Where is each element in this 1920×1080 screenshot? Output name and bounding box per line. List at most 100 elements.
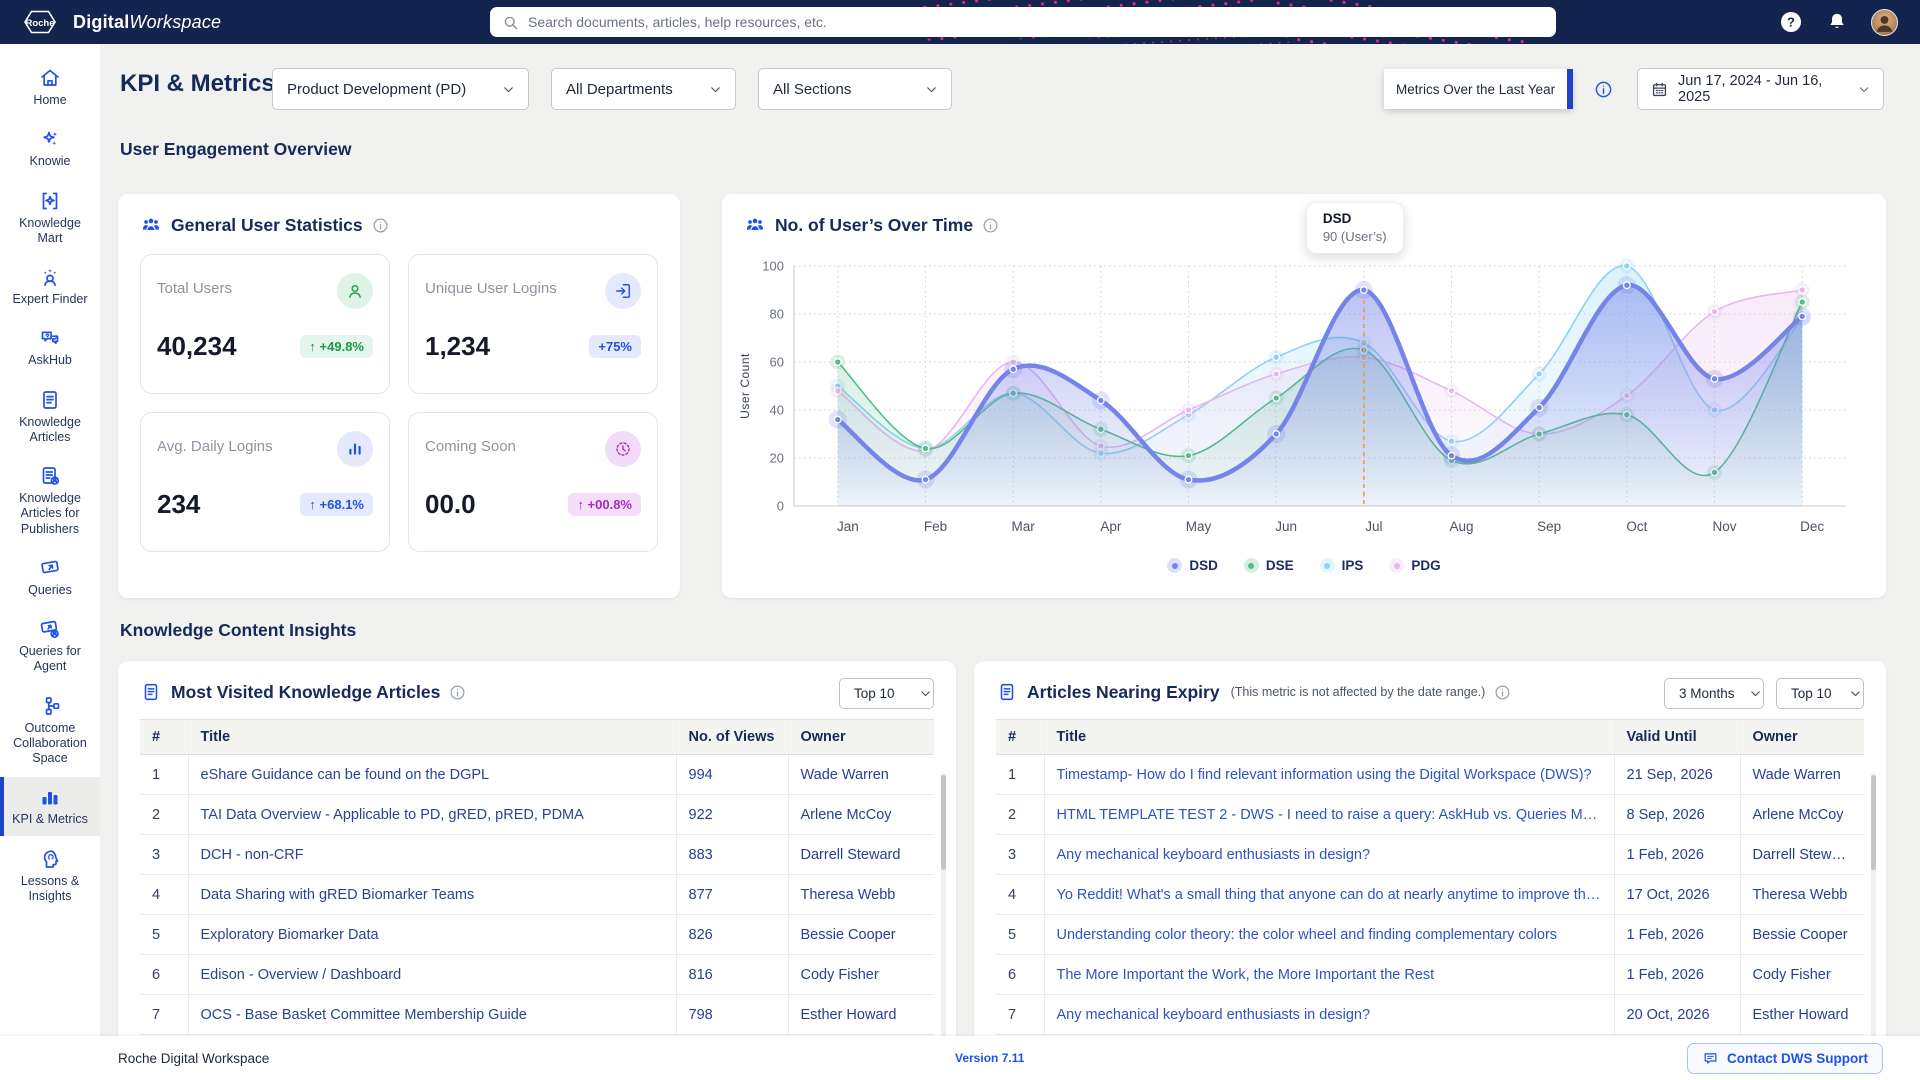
legend-label: DSE <box>1265 558 1294 573</box>
sidebar-item-knowledge-articles-for-publishers[interactable]: Knowledge Articles for Publishers <box>0 456 100 545</box>
row-value-cell: 922 <box>675 794 788 835</box>
info-icon[interactable] <box>1494 684 1511 701</box>
sidebar-item-expert-finder[interactable]: Expert Finder <box>0 257 100 315</box>
sidebar-item-home[interactable]: Home <box>0 58 100 116</box>
sidebar-item-knowledge-articles[interactable]: Knowledge Articles <box>0 380 100 454</box>
row-value-cell: 1 Feb, 2026 <box>1613 914 1740 955</box>
sidebar-item-askhub[interactable]: AskHub <box>0 318 100 376</box>
svg-text:May: May <box>1186 519 1212 534</box>
most-visited-articles-card: Most Visited Knowledge Articles Top 10 #… <box>118 661 956 1036</box>
user-avatar[interactable] <box>1871 8 1898 36</box>
sidebar-item-label: Queries for Agent <box>19 644 81 674</box>
app-title-bold: Digital <box>73 11 130 32</box>
article-title-cell[interactable]: eShare Guidance can be found on the DGPL <box>187 754 676 795</box>
legend-marker <box>1389 558 1405 573</box>
svg-text:Jan: Jan <box>837 519 859 534</box>
sidebar-item-knowie[interactable]: Knowie <box>0 119 100 177</box>
article-title-cell[interactable]: TAI Data Overview - Applicable to PD, gR… <box>187 794 676 835</box>
date-range-picker[interactable]: Jun 17, 2024 - Jun 16, 2025 <box>1637 68 1884 110</box>
sidebar-item-label: Knowledge Articles for Publishers <box>19 491 81 536</box>
search-icon <box>504 16 518 29</box>
filter-product-development-pd[interactable]: Product Development (PD) <box>272 68 529 110</box>
home-icon <box>38 66 62 90</box>
info-icon[interactable] <box>372 217 389 234</box>
filter-bar: Product Development (PD) All Departments A… <box>272 68 952 110</box>
sidebar-item-kpi-metrics[interactable]: KPI & Metrics <box>0 777 100 836</box>
article-title-cell[interactable]: Data Sharing with gRED Biomarker Teams <box>187 874 676 915</box>
article-title-cell[interactable]: Exploratory Biomarker Data <box>187 914 676 955</box>
stat-value: 40,234 <box>157 331 237 361</box>
sidebar-item-lessons-insights[interactable]: Lessons & Insights <box>0 839 100 913</box>
svg-text:Dec: Dec <box>1800 519 1824 534</box>
table-row: 4 Data Sharing with gRED Biomarker Teams 8… <box>140 874 934 915</box>
table-header-row: # Title Valid Until Owner <box>996 719 1864 755</box>
article-title-cell[interactable]: The More Important the Work, the More Im… <box>1043 954 1614 995</box>
table-scrollbar[interactable] <box>1871 773 1876 1036</box>
article-title-cell[interactable]: Any mechanical keyboard enthusiasts in d… <box>1043 994 1614 1035</box>
search-input[interactable] <box>528 14 1544 30</box>
nearing-expiry-select-3-months[interactable]: 3 Months <box>1664 678 1764 709</box>
chart-tooltip: DSD 90 (User’s) <box>1305 202 1404 254</box>
scrollbar-thumb[interactable] <box>941 775 946 870</box>
article-title-cell[interactable]: OCS - Base Basket Committee Membership G… <box>187 994 676 1035</box>
nearing-expiry-select-top-10[interactable]: Top 10 <box>1776 678 1864 709</box>
table-row: 3 Any mechanical keyboard enthusiasts in … <box>996 834 1864 875</box>
row-index: 5 <box>140 914 188 955</box>
sidebar-item-label: AskHub <box>28 353 72 368</box>
document-user-icon <box>38 464 62 488</box>
article-title-cell[interactable]: Yo Reddit! What's a small thing that any… <box>1043 874 1614 915</box>
article-owner-cell: Esther Howard <box>1739 994 1864 1035</box>
legend-label: PDG <box>1411 558 1441 573</box>
stats-card-title: General User Statistics <box>171 214 363 235</box>
legend-item-ips[interactable]: IPS <box>1319 558 1363 573</box>
info-icon[interactable] <box>982 217 999 234</box>
search-bar[interactable] <box>490 7 1556 37</box>
svg-text:80: 80 <box>770 307 784 322</box>
article-title-cell[interactable]: DCH - non-CRF <box>187 834 676 875</box>
svg-text:0: 0 <box>777 499 784 514</box>
column-header: Title <box>1043 719 1614 755</box>
metrics-period-flag: Metrics Over the Last Year <box>1384 69 1574 109</box>
sidebar-item-queries[interactable]: Queries <box>0 548 100 606</box>
sidebar-item-outcome-collaboration-space[interactable]: Outcome Collaboration Space <box>0 686 100 775</box>
row-value-cell: 8 Sep, 2026 <box>1613 794 1740 835</box>
ticket-user-icon <box>38 617 62 641</box>
most-visited-select-top-10[interactable]: Top 10 <box>839 678 934 709</box>
row-value-cell: 20 Oct, 2026 <box>1613 994 1740 1035</box>
table-row: 5 Understanding color theory: the color w… <box>996 914 1864 955</box>
legend-item-dsd[interactable]: DSD <box>1167 558 1218 573</box>
sidebar-item-label: Knowledge Articles <box>19 414 81 444</box>
nearing-expiry-data-table: # Title Valid Until Owner 1 Timestamp- How do… <box>996 719 1864 1035</box>
help-icon[interactable]: ? <box>1779 10 1803 34</box>
legend-item-dse[interactable]: DSE <box>1243 558 1294 573</box>
row-index: 7 <box>996 994 1044 1035</box>
info-icon[interactable] <box>1594 80 1613 99</box>
article-title-cell[interactable]: HTML TEMPLATE TEST 2 - DWS - I need to r… <box>1043 794 1614 835</box>
askhub-icon <box>38 326 62 350</box>
stat-label: Total Users <box>157 280 233 297</box>
sidebar-item-knowledge-mart[interactable]: Knowledge Mart <box>0 181 100 255</box>
article-title-cell[interactable]: Any mechanical keyboard enthusiasts in d… <box>1043 834 1614 875</box>
column-header: Owner <box>1739 719 1864 755</box>
article-title-cell[interactable]: Understanding color theory: the color wh… <box>1043 914 1614 955</box>
filter-all-departments[interactable]: All Departments <box>551 68 736 110</box>
contact-support-button[interactable]: Contact DWS Support <box>1687 1042 1883 1074</box>
row-value-cell: 1 Feb, 2026 <box>1613 834 1740 875</box>
sidebar-item-queries-for-agent[interactable]: Queries for Agent <box>0 609 100 683</box>
legend-item-pdg[interactable]: PDG <box>1389 558 1441 573</box>
stat-card-coming-soon: Coming Soon 00.0 ↑ +00.8% <box>408 412 658 552</box>
sidebar-item-label: Expert Finder <box>12 292 88 306</box>
stat-label: Avg. Daily Logins <box>157 438 273 455</box>
filter-all-sections[interactable]: All Sections <box>758 68 952 110</box>
row-value-cell: 816 <box>675 954 788 995</box>
svg-text:Aug: Aug <box>1449 519 1473 534</box>
scrollbar-thumb[interactable] <box>1871 775 1876 870</box>
article-title-cell[interactable]: Edison - Overview / Dashboard <box>187 954 676 995</box>
bell-icon[interactable] <box>1825 10 1849 34</box>
filter-value: Product Development (PD) <box>287 80 467 98</box>
article-title-cell[interactable]: Timestamp- How do I find relevant inform… <box>1043 754 1614 795</box>
table-scrollbar[interactable] <box>941 773 946 1036</box>
info-icon[interactable] <box>449 684 466 701</box>
table-row: 5 Exploratory Biomarker Data 826 Bessie Coo… <box>140 914 934 955</box>
row-index: 4 <box>140 874 188 915</box>
